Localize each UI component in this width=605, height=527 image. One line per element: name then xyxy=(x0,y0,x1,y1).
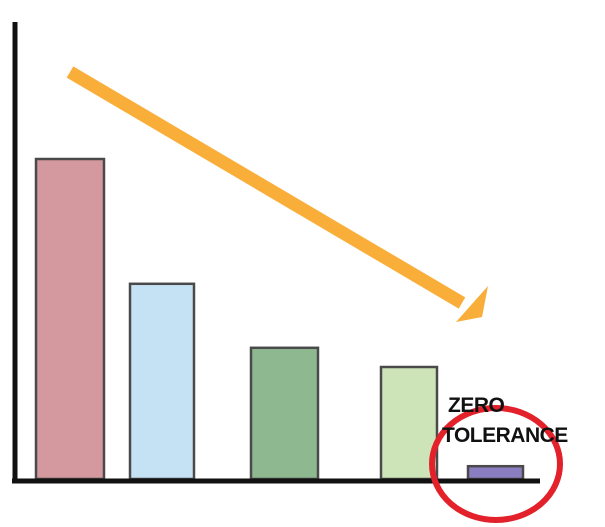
bar-2 xyxy=(128,282,196,481)
bars-group xyxy=(34,157,525,481)
zero-tolerance-circle xyxy=(429,405,563,523)
annotation-line-zero: ZERO xyxy=(448,394,505,417)
bar-5 xyxy=(466,464,525,481)
bar-1 xyxy=(34,157,106,481)
trend-arrow-shaft xyxy=(66,66,466,309)
bar-3 xyxy=(249,346,320,481)
trend-arrow-head xyxy=(456,286,488,322)
annotation-line-tolerance: TOLERANCE xyxy=(442,424,568,447)
bar-4 xyxy=(379,365,439,481)
trend-arrow xyxy=(66,66,488,322)
